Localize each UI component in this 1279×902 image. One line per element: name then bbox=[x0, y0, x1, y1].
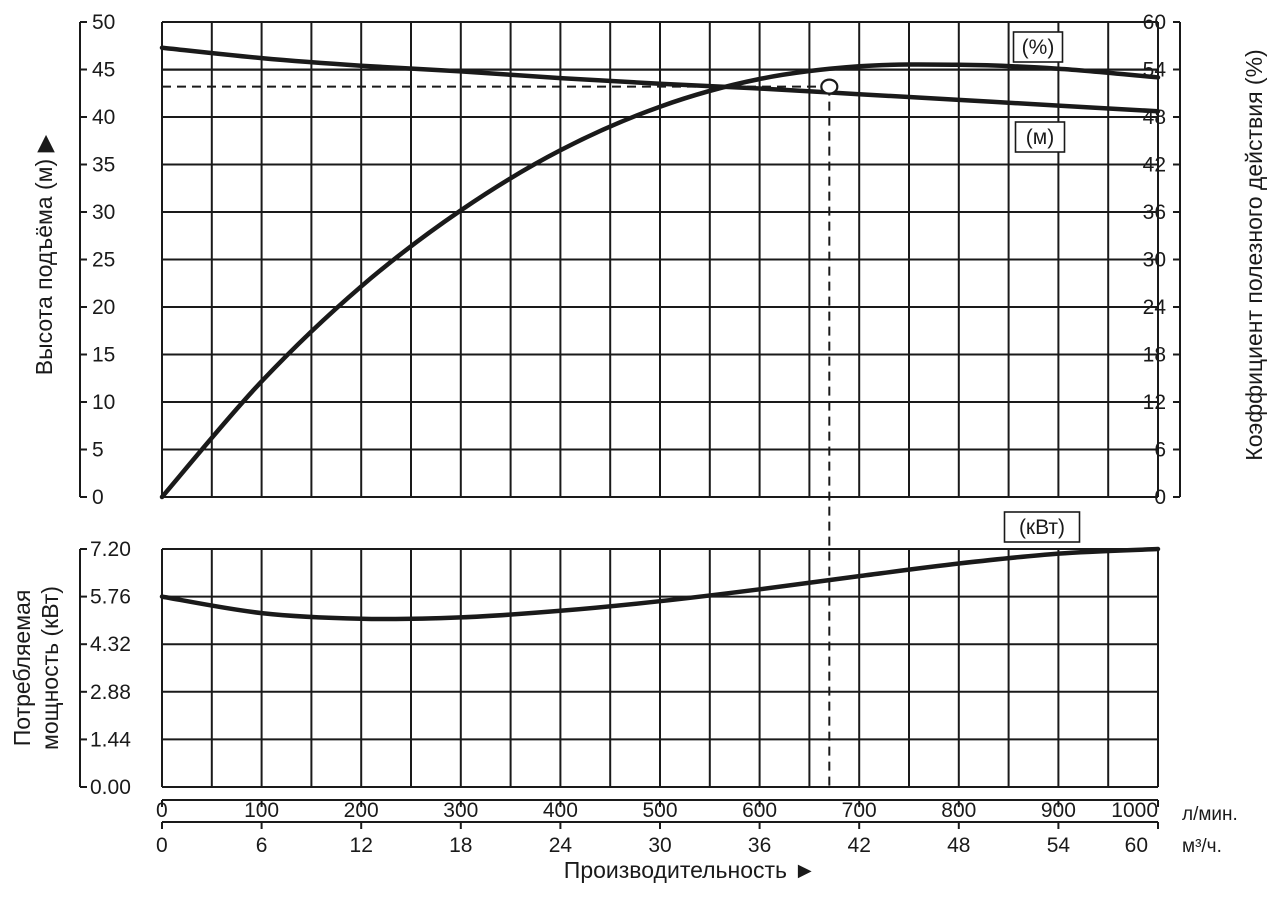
x-axis-secondary-tick-label: 0 bbox=[156, 834, 168, 857]
left-axis-title: Высота подъёма (м) ▶ bbox=[31, 134, 57, 375]
head-curve-line bbox=[159, 45, 1161, 114]
power-axis-title: Потребляемаямощность (кВт) bbox=[9, 586, 63, 750]
power-series-tag-text: (кВт) bbox=[1019, 516, 1065, 539]
power-axis-title-line2: мощность (кВт) bbox=[37, 586, 63, 750]
x-axis-secondary-tick-label: 6 bbox=[256, 834, 268, 857]
right-axis-tick-label: 30 bbox=[1143, 249, 1166, 272]
right-axis-tick-label: 42 bbox=[1143, 154, 1166, 177]
x-axis-secondary-tick-label: 48 bbox=[947, 834, 970, 857]
right-axis-title: Коэффициент полезного действия (%) bbox=[1241, 49, 1267, 460]
operating-point-marker bbox=[820, 78, 839, 95]
x-axis-primary-tick-label: 800 bbox=[941, 799, 976, 822]
right-axis-tick-label: 12 bbox=[1143, 391, 1166, 414]
chart-grid bbox=[161, 21, 1159, 788]
right-axis-tick-label: 24 bbox=[1143, 296, 1167, 319]
left-axis-tick-label: 30 bbox=[92, 201, 115, 224]
power-axis-tick-label: 7.20 bbox=[90, 538, 131, 561]
x-axis-primary-tick-label: 0 bbox=[156, 799, 168, 822]
efficiency-series-tag-box bbox=[1012, 31, 1064, 63]
x-axis-title: Производительность ► bbox=[564, 857, 816, 883]
chart-curves bbox=[159, 45, 1161, 787]
right-axis-tick-label: 60 bbox=[1143, 11, 1166, 34]
right-axis-tick-label: 54 bbox=[1143, 59, 1167, 82]
x-axis-secondary-tick-label: 24 bbox=[549, 834, 573, 857]
x-axis-secondary-tick-label: 36 bbox=[748, 834, 771, 857]
right-axis-tick-label: 0 bbox=[1154, 486, 1166, 509]
left-axis-tick-label: 25 bbox=[92, 249, 115, 272]
x-axis-primary-tick-label: 100 bbox=[244, 799, 279, 822]
x-axis-primary-tick-label: 1000 bbox=[1111, 799, 1158, 822]
x-axis-secondary-tick-label: 54 bbox=[1047, 834, 1071, 857]
power-series-tag-box bbox=[1003, 511, 1081, 543]
left-axis-tick-label: 5 bbox=[92, 439, 104, 462]
left-axis-tick-label: 45 bbox=[92, 59, 115, 82]
x-axis-primary-unit: л/мин. bbox=[1182, 804, 1238, 825]
power-axis-tick-label: 1.44 bbox=[90, 728, 131, 751]
x-axis-primary-tick-label: 900 bbox=[1041, 799, 1076, 822]
head-series-tag-box bbox=[1014, 121, 1066, 153]
x-axis-secondary-tick-label: 60 bbox=[1125, 834, 1148, 857]
power-axis-title-line1: Потребляемая bbox=[9, 590, 35, 747]
x-axis-primary-tick-label: 200 bbox=[344, 799, 379, 822]
left-axis-tick-label: 15 bbox=[92, 344, 115, 367]
power-curve-line bbox=[159, 546, 1161, 622]
left-axis-tick-label: 35 bbox=[92, 154, 115, 177]
x-axis-primary-tick-label: 500 bbox=[642, 799, 677, 822]
right-axis-tick-label: 18 bbox=[1143, 344, 1166, 367]
x-axis-secondary-tick-label: 12 bbox=[350, 834, 373, 857]
x-axis-primary-tick-label: 600 bbox=[742, 799, 777, 822]
right-axis-tick-label: 36 bbox=[1143, 201, 1166, 224]
right-axis-tick-label: 48 bbox=[1143, 106, 1166, 129]
x-axis-secondary-tick-label: 42 bbox=[848, 834, 871, 857]
left-axis-tick-label: 0 bbox=[92, 486, 104, 509]
x-axis-primary-tick-label: 400 bbox=[543, 799, 578, 822]
left-axis-tick-label: 20 bbox=[92, 296, 115, 319]
left-axis-tick-label: 40 bbox=[92, 106, 115, 129]
left-axis-tick-label: 10 bbox=[92, 391, 115, 414]
power-axis-tick-label: 0.00 bbox=[90, 776, 131, 799]
power-axis-tick-label: 5.76 bbox=[90, 586, 131, 609]
right-axis-tick-label: 6 bbox=[1154, 439, 1166, 462]
left-axis-tick-label: 50 bbox=[92, 11, 115, 34]
x-axis-primary-tick-label: 300 bbox=[443, 799, 478, 822]
x-axis-secondary-unit: м³/ч. bbox=[1182, 836, 1222, 857]
efficiency-curve-line bbox=[159, 62, 1161, 500]
x-axis-secondary-tick-label: 30 bbox=[648, 834, 671, 857]
head-series-tag-text: (м) bbox=[1026, 126, 1054, 149]
efficiency-series-tag-text: (%) bbox=[1022, 36, 1055, 59]
power-axis-tick-label: 2.88 bbox=[90, 681, 131, 704]
power-axis-tick-label: 4.32 bbox=[90, 633, 131, 656]
chart-labels: 0510152025303540455006121824303642485460… bbox=[9, 11, 1267, 883]
chart-axes bbox=[79, 21, 1181, 829]
x-axis-primary-tick-label: 700 bbox=[842, 799, 877, 822]
x-axis-secondary-tick-label: 18 bbox=[449, 834, 472, 857]
